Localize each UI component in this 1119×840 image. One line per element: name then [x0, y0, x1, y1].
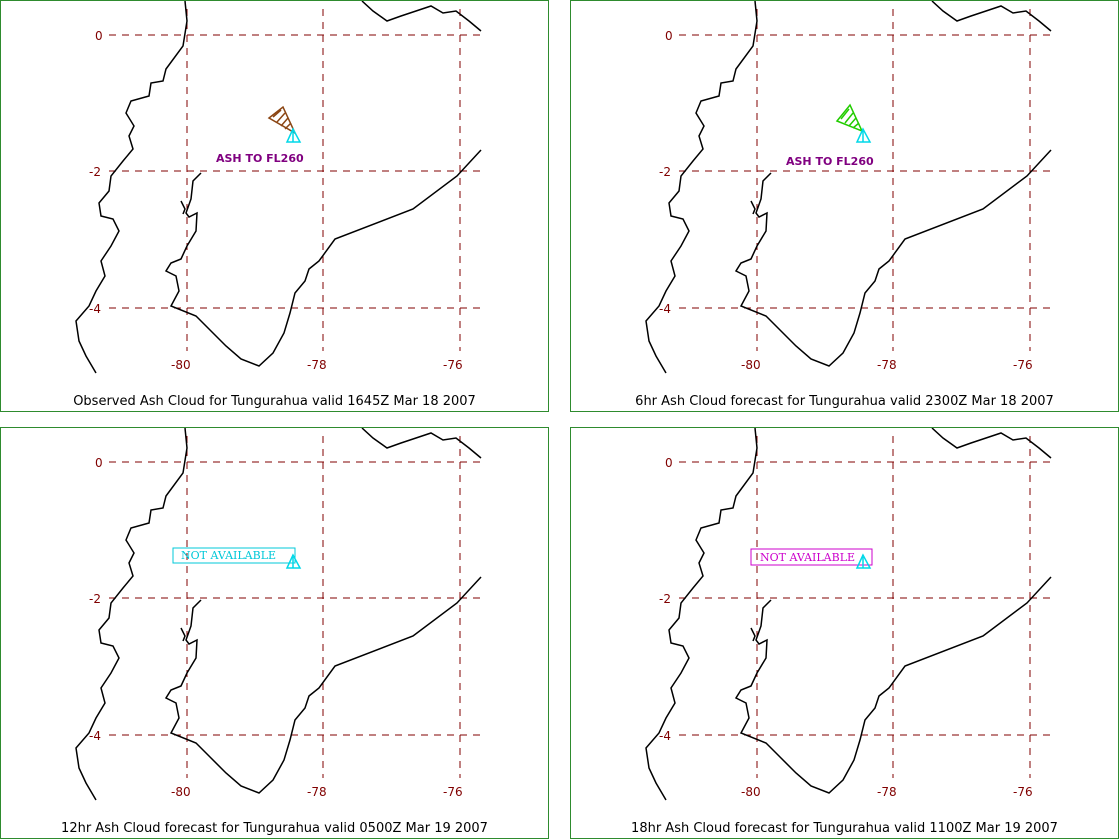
svg-text:-2: -2 [89, 592, 101, 606]
panel-caption: 12hr Ash Cloud forecast for Tungurahua v… [61, 821, 488, 836]
svg-text:-2: -2 [659, 592, 671, 606]
not-available-label: NOT AVAILABLE [181, 549, 276, 562]
map-svg: -80 -78 -76 0 -2 -4 ASH TO FL260 [645, 1, 1052, 374]
map-svg: -80 -78 -76 0 -2 -4 NOT AVAILABLE [75, 428, 482, 801]
svg-text:0: 0 [665, 456, 673, 470]
svg-text:-76: -76 [1013, 785, 1033, 799]
not-available-box [750, 548, 873, 566]
lon-tick-labels: -80 -78 -76 [741, 358, 1033, 372]
svg-text:-76: -76 [443, 785, 463, 799]
lat-tick-labels: 0 -2 -4 [659, 456, 673, 743]
panel-caption: Observed Ash Cloud for Tungurahua valid … [73, 394, 476, 409]
coastline [645, 428, 1052, 801]
lon-label-m76: -76 [443, 358, 463, 372]
lon-label-m78: -78 [307, 358, 327, 372]
not-available-box [172, 547, 296, 564]
lat-label-m4: -4 [89, 302, 101, 316]
coast-gulf [164, 149, 482, 367]
map-panel-12hr: -80 -78 -76 0 -2 -4 NOT AVAILABLE 12hr A… [0, 427, 549, 839]
lat-tick-labels: 0 -2 -4 [89, 29, 103, 316]
ash-altitude-label: ASH TO FL260 [786, 155, 874, 168]
svg-text:-78: -78 [877, 358, 897, 372]
panel-caption: 18hr Ash Cloud forecast for Tungurahua v… [631, 821, 1058, 836]
map-panel-18hr: -80 -78 -76 0 -2 -4 NOT AVAILABLE 18hr A… [570, 427, 1119, 839]
map-panel-6hr: -80 -78 -76 0 -2 -4 ASH TO FL260 6hr Ash… [570, 0, 1119, 412]
panel-caption: 6hr Ash Cloud forecast for Tungurahua va… [635, 394, 1054, 409]
ash-altitude-label: ASH TO FL260 [216, 152, 304, 165]
lat-tick-labels: 0 -2 -4 [89, 456, 103, 743]
volcano-triangle-icon [855, 127, 872, 143]
grid-lines [109, 9, 481, 351]
svg-text:-80: -80 [741, 358, 761, 372]
svg-text:-76: -76 [1013, 358, 1033, 372]
ash-cloud-polygon [835, 103, 864, 133]
grid-lines [679, 9, 1051, 351]
svg-text:-78: -78 [307, 785, 327, 799]
svg-text:-4: -4 [659, 729, 671, 743]
lon-tick-labels: -80 -78 -76 [741, 785, 1033, 799]
coast-west [75, 1, 188, 374]
ash-cloud-outline [267, 105, 297, 135]
svg-text:-78: -78 [877, 785, 897, 799]
coastline [75, 1, 482, 374]
map-svg: -80 -78 -76 0 -2 -4 NOT AVAILABLE [645, 428, 1052, 801]
not-available-label: NOT AVAILABLE [760, 551, 855, 564]
svg-text:-2: -2 [659, 165, 671, 179]
svg-text:-80: -80 [741, 785, 761, 799]
svg-text:0: 0 [95, 456, 103, 470]
lat-tick-labels: 0 -2 -4 [659, 29, 673, 316]
svg-text:-4: -4 [659, 302, 671, 316]
svg-text:0: 0 [665, 29, 673, 43]
coast-island [180, 200, 186, 215]
lon-tick-labels: -80 -78 -76 [171, 358, 463, 372]
svg-text:-4: -4 [89, 729, 101, 743]
coastline [75, 428, 482, 801]
grid-lines [679, 436, 1051, 778]
lon-label-m80: -80 [171, 358, 191, 372]
lat-label-m2: -2 [89, 165, 101, 179]
map-panel-observed: -80 -78 -76 0 -2 -4 ASH TO FL260 Observe… [0, 0, 549, 412]
map-svg: -80 -78 -76 0 -2 -4 ASH TO FL260 [75, 1, 482, 374]
svg-text:-80: -80 [171, 785, 191, 799]
grid-lines [109, 436, 481, 778]
coastline [645, 1, 1052, 374]
volcano-triangle-icon [285, 127, 302, 143]
volcano-triangle-icon [855, 553, 872, 569]
lat-label-0: 0 [95, 29, 103, 43]
lon-tick-labels: -80 -78 -76 [171, 785, 463, 799]
volcano-triangle-icon [285, 553, 302, 569]
ash-cloud-polygon [267, 105, 297, 135]
border-north [361, 1, 482, 32]
